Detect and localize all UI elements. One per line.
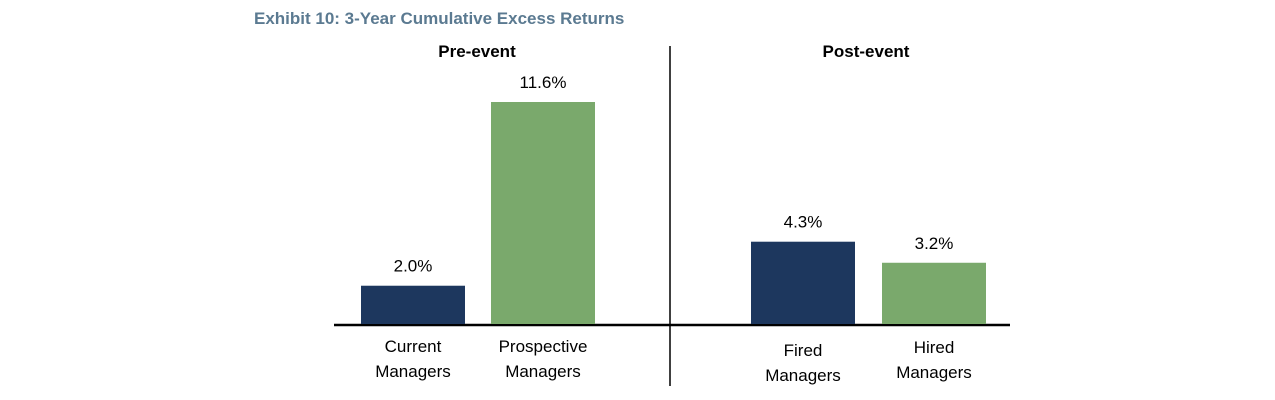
bar	[882, 262, 986, 324]
bar	[491, 102, 595, 324]
data-label: 11.6%	[520, 73, 567, 92]
data-label: 3.2%	[915, 234, 954, 253]
panel-title: Post-event	[823, 42, 910, 61]
bar	[361, 285, 465, 324]
category-label: Hired	[914, 338, 955, 357]
category-label: Managers	[896, 363, 972, 382]
category-label: Prospective	[499, 337, 588, 356]
category-label: Managers	[375, 362, 451, 381]
panel-title: Pre-event	[438, 42, 516, 61]
category-label: Fired	[784, 341, 823, 360]
category-label: Current	[385, 337, 442, 356]
bar	[751, 241, 855, 324]
category-label: Managers	[505, 362, 581, 381]
data-label: 2.0%	[394, 257, 433, 276]
category-label: Managers	[765, 366, 841, 385]
chart-title: Exhibit 10: 3-Year Cumulative Excess Ret…	[254, 9, 625, 28]
data-label: 4.3%	[784, 213, 823, 232]
